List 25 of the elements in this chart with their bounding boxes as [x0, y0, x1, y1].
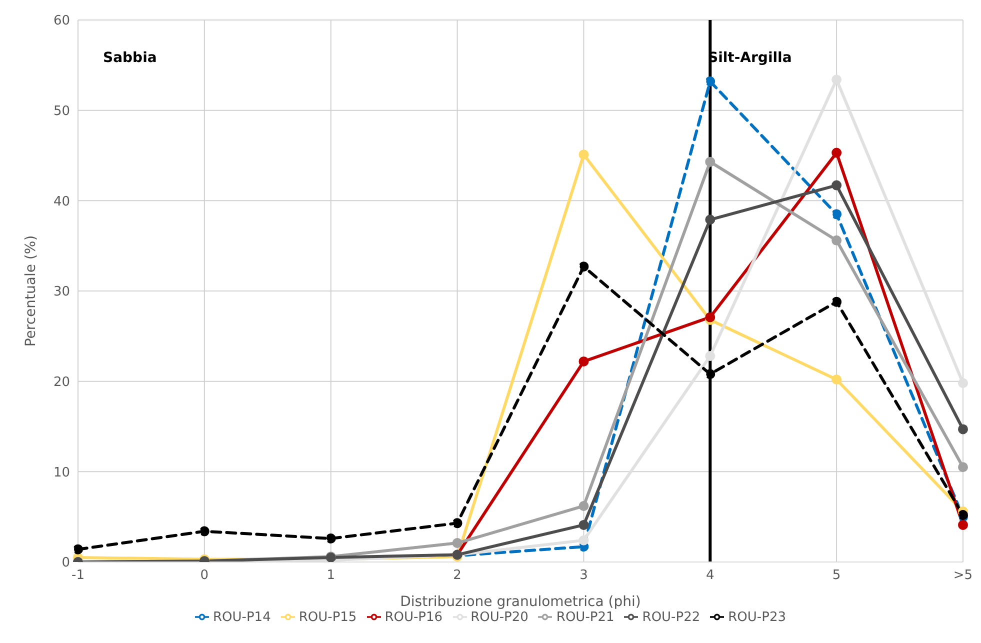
x-tick-label: 4 — [706, 568, 714, 584]
y-tick-label: 20 — [53, 374, 70, 390]
x-tick-label: 2 — [453, 568, 462, 584]
legend-label: ROU-P16 — [384, 610, 443, 625]
legend-label: ROU-P15 — [298, 610, 357, 625]
legend-label: ROU-P21 — [556, 610, 614, 625]
x-tick-label: -1 — [72, 568, 84, 584]
annotation: Sabbia — [103, 50, 157, 66]
legend-label: ROU-P22 — [642, 610, 700, 625]
y-tick-label: 0 — [62, 556, 70, 571]
y-tick-label: 50 — [53, 104, 70, 119]
y-tick-label: 30 — [53, 284, 70, 300]
y-axis-title: Percentuale (%) — [22, 235, 39, 347]
y-tick-label: 60 — [53, 14, 70, 29]
y-tick-label: 10 — [53, 465, 70, 480]
y-tick-label: 40 — [53, 194, 70, 210]
x-axis-title: Distribuzione granulometrica (phi) — [400, 594, 641, 610]
legend-label: ROU-P20 — [470, 610, 528, 625]
x-tick-label: 0 — [200, 568, 209, 584]
x-tick-label: 1 — [326, 568, 335, 584]
x-tick-label: 5 — [832, 568, 841, 584]
legend-label: ROU-P23 — [728, 610, 786, 625]
legend-label: ROU-P14 — [212, 610, 271, 625]
x-tick-label: >5 — [953, 568, 973, 584]
x-tick-label: 3 — [580, 568, 588, 584]
